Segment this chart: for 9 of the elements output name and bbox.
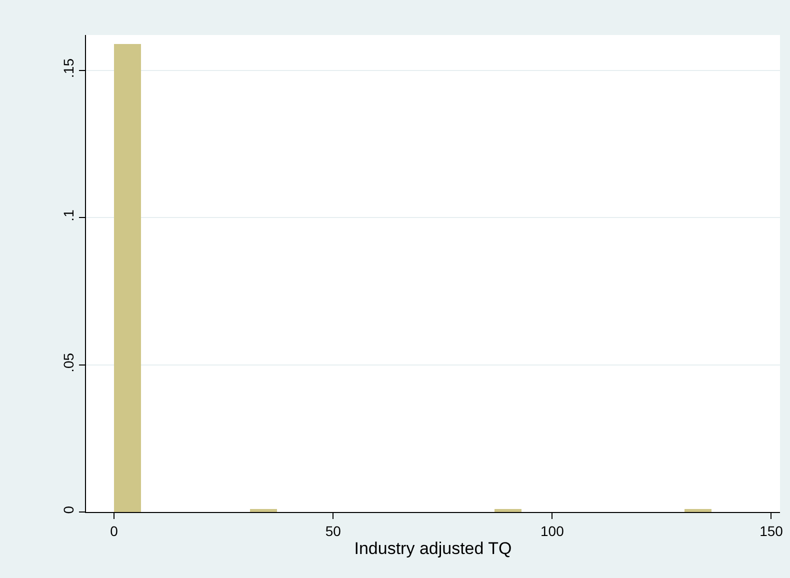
y-tick-label: 0 [60,506,76,514]
x-axis-title: Industry adjusted TQ [354,539,512,558]
y-tick-label: .15 [60,58,76,78]
y-tick-label: .05 [60,352,76,372]
x-tick-label: 150 [760,522,784,539]
x-tick-label: 100 [540,522,564,539]
x-tick-label: 50 [325,522,342,539]
x-tick-label: 0 [110,522,118,539]
y-tick-label: .1 [60,209,76,222]
